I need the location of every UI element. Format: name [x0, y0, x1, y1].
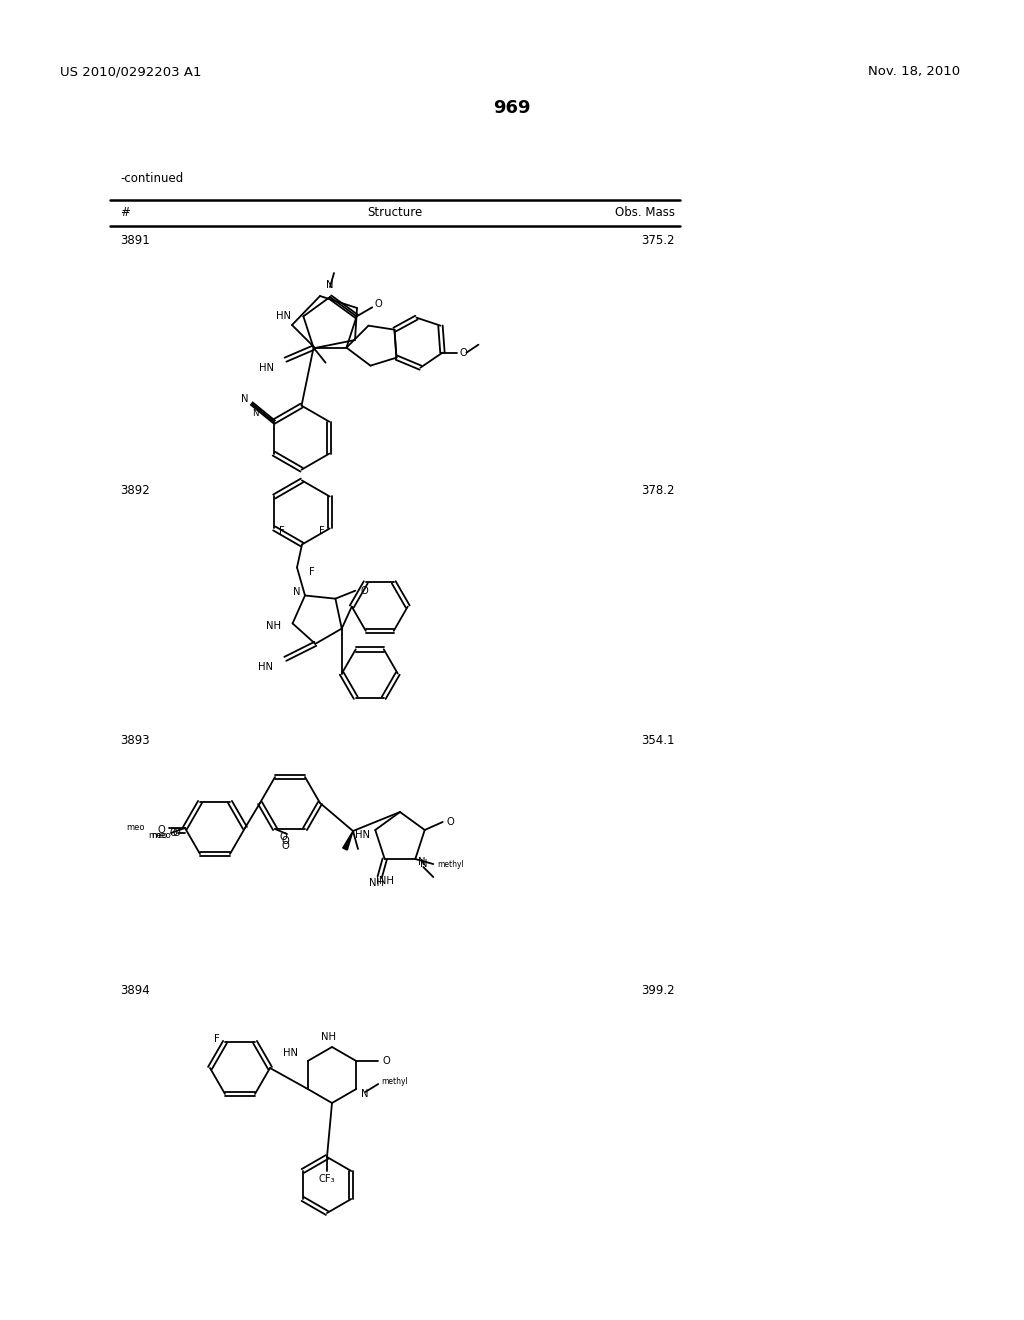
- Text: 969: 969: [494, 99, 530, 117]
- Text: O: O: [172, 828, 180, 838]
- Text: Nov. 18, 2010: Nov. 18, 2010: [868, 66, 961, 78]
- Text: meo: meo: [127, 824, 145, 833]
- Text: HN: HN: [355, 830, 371, 840]
- Text: CF₃: CF₃: [318, 1173, 335, 1184]
- Text: N: N: [361, 1089, 369, 1100]
- Text: N: N: [418, 857, 426, 867]
- Text: methyl: methyl: [381, 1077, 408, 1085]
- Text: F: F: [280, 527, 285, 536]
- Text: O: O: [446, 817, 455, 826]
- Text: Structure: Structure: [368, 206, 423, 219]
- Text: NH: NH: [322, 1032, 337, 1041]
- Text: HN: HN: [283, 1048, 298, 1059]
- Text: F: F: [318, 527, 325, 536]
- Text: HN: HN: [276, 312, 292, 321]
- Polygon shape: [343, 832, 353, 850]
- Text: 399.2: 399.2: [641, 983, 675, 997]
- Text: N: N: [327, 280, 334, 290]
- Text: 3894: 3894: [120, 983, 150, 997]
- Text: 354.1: 354.1: [641, 734, 675, 747]
- Text: INH: INH: [376, 876, 393, 886]
- Text: O: O: [282, 836, 289, 846]
- Text: O: O: [460, 347, 467, 358]
- Text: N: N: [241, 393, 249, 404]
- Text: O: O: [374, 300, 382, 309]
- Text: 375.2: 375.2: [641, 234, 675, 247]
- Text: O: O: [282, 841, 289, 851]
- Text: methyl: methyl: [437, 859, 464, 869]
- Text: F: F: [214, 1034, 220, 1044]
- Text: N: N: [293, 587, 300, 598]
- Text: Obs. Mass: Obs. Mass: [615, 206, 675, 219]
- Text: O: O: [360, 586, 369, 595]
- Text: O: O: [169, 828, 177, 838]
- Text: US 2010/0292203 A1: US 2010/0292203 A1: [60, 66, 202, 78]
- Text: 3893: 3893: [120, 734, 150, 747]
- Text: 3892: 3892: [120, 483, 150, 496]
- Text: NH: NH: [265, 622, 281, 631]
- Text: meo: meo: [148, 832, 167, 841]
- Text: N: N: [252, 409, 259, 418]
- Text: #: #: [120, 206, 130, 219]
- Text: 378.2: 378.2: [641, 483, 675, 496]
- Text: O: O: [382, 1056, 390, 1067]
- Text: HN: HN: [258, 363, 273, 372]
- Text: F: F: [309, 568, 314, 577]
- Text: N: N: [420, 859, 428, 869]
- Text: NH: NH: [370, 878, 384, 888]
- Text: O: O: [158, 825, 165, 836]
- Text: HN: HN: [258, 661, 273, 672]
- Text: 3891: 3891: [120, 234, 150, 247]
- Text: O: O: [280, 832, 288, 842]
- Text: meo: meo: [152, 832, 171, 841]
- Text: -continued: -continued: [120, 172, 183, 185]
